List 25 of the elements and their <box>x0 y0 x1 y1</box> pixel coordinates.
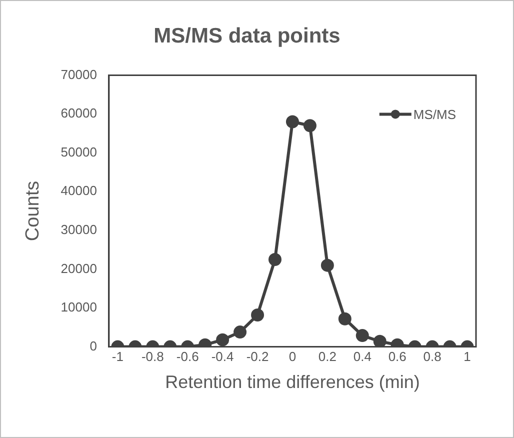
x-tick-label: 0.4 <box>353 349 372 364</box>
y-axis-title: Counts <box>22 180 44 242</box>
x-tick-label: -0.2 <box>246 349 269 364</box>
x-tick-label: -1 <box>112 349 124 364</box>
point <box>286 115 299 128</box>
legend-label: MS/MS <box>413 106 456 122</box>
x-tick-label: 0.6 <box>388 349 406 364</box>
y-tick-label: 30000 <box>60 222 97 237</box>
x-tick-label: -0.6 <box>176 349 199 364</box>
x-tick-label: 0 <box>288 349 296 364</box>
y-tick-label: 10000 <box>60 300 97 315</box>
y-tick-label: 60000 <box>60 106 97 121</box>
x-tick-label: -0.4 <box>211 349 234 364</box>
x-tick-label: 0.8 <box>423 349 442 364</box>
y-tick-label: 70000 <box>60 66 97 82</box>
y-tick-label: 50000 <box>60 144 97 160</box>
x-axis-title: Retention time differences (min) <box>165 372 420 392</box>
y-tick-label: 40000 <box>60 183 97 198</box>
x-tick-label: 0.2 <box>318 349 336 364</box>
y-tick-label: 0 <box>90 338 97 354</box>
point <box>303 119 316 132</box>
y-tick-label: 20000 <box>60 260 97 276</box>
chart-title: MS/MS data points <box>154 24 340 48</box>
x-tick-label: -0.8 <box>141 349 164 364</box>
x-tick-label: 1 <box>464 349 471 364</box>
